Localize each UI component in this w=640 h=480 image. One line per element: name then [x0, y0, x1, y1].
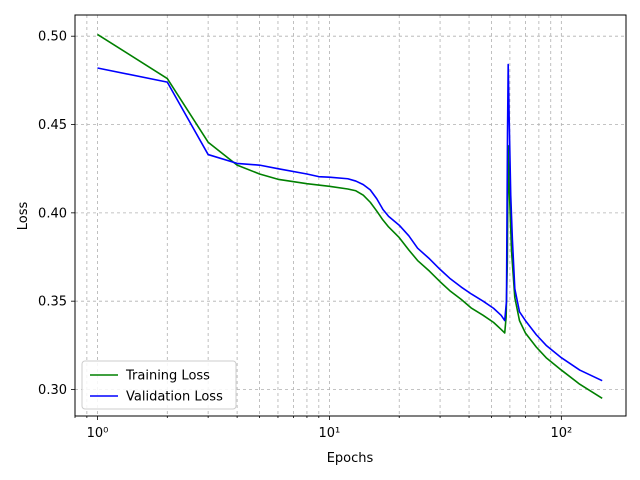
- legend-label: Validation Loss: [126, 390, 223, 405]
- legend: Training Loss Validation Loss: [81, 360, 237, 410]
- series-line-validation-loss: [97, 63, 603, 382]
- y-tick-label: 0.50: [38, 30, 67, 45]
- legend-box: [81, 360, 237, 410]
- ticks: 10⁰ 10¹ 10² 0.30 0.35 0.40 0.45 0.50: [38, 30, 572, 441]
- legend-label: Training Loss: [125, 369, 210, 384]
- y-tick-label: 0.45: [38, 118, 67, 133]
- y-axis-label: Loss: [16, 202, 31, 231]
- series-line-training-loss: [97, 33, 603, 400]
- x-tick-label: 10⁰: [87, 426, 109, 441]
- y-tick-label: 0.30: [38, 383, 67, 398]
- x-axis-label: Epochs: [327, 451, 374, 466]
- x-tick-label: 10¹: [319, 426, 341, 441]
- x-tick-label: 10²: [550, 426, 572, 441]
- y-tick-label: 0.35: [38, 295, 67, 310]
- plot-frame: [74, 14, 627, 417]
- series-layer: [97, 33, 603, 400]
- y-tick-label: 0.40: [38, 206, 67, 221]
